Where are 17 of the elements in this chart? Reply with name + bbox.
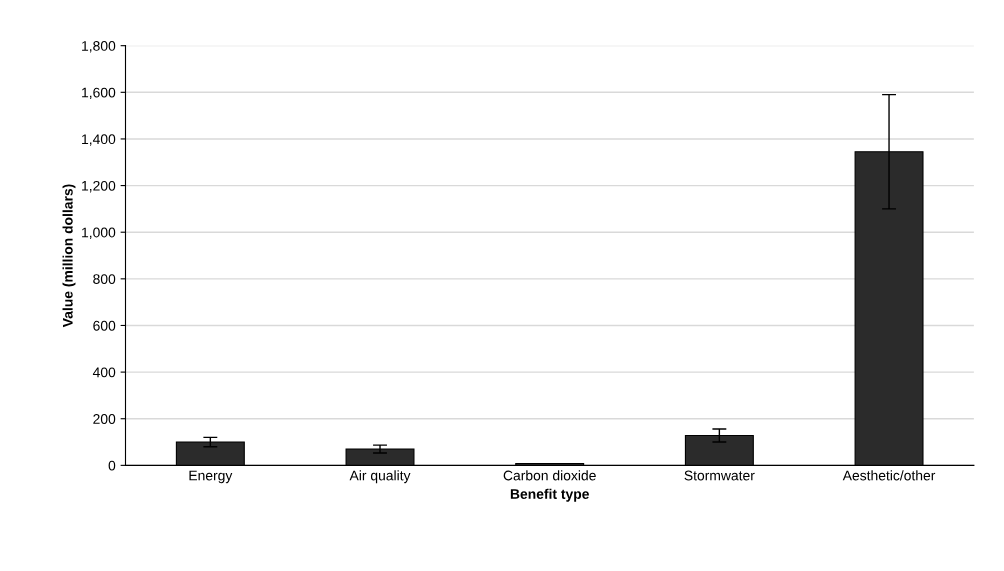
x-tick-label: Aesthetic/other (842, 470, 936, 481)
x-tick-label: Energy (189, 470, 233, 484)
y-tick-label: 1,200 (82, 180, 116, 193)
x-tick-label: Stormwater (684, 470, 755, 481)
y-tick-label: 800 (93, 274, 116, 285)
y-tick-label: 1,600 (82, 87, 116, 100)
x-axis-title: Benefit type (510, 488, 589, 502)
y-tick-label: 0 (108, 460, 116, 471)
y-tick-label: 1,000 (82, 227, 116, 240)
y-tick-label: 200 (93, 414, 116, 424)
y-tick-label: 1,400 (82, 134, 116, 146)
x-tick-label: Carbon dioxide (503, 470, 596, 481)
y-axis-title: Value (million dollars) (62, 184, 76, 328)
y-tick-label: 600 (93, 320, 116, 331)
y-tick-label: 1,800 (82, 41, 116, 53)
y-tick-label: 400 (92, 367, 116, 378)
x-tick-label: Air quality (349, 470, 411, 484)
